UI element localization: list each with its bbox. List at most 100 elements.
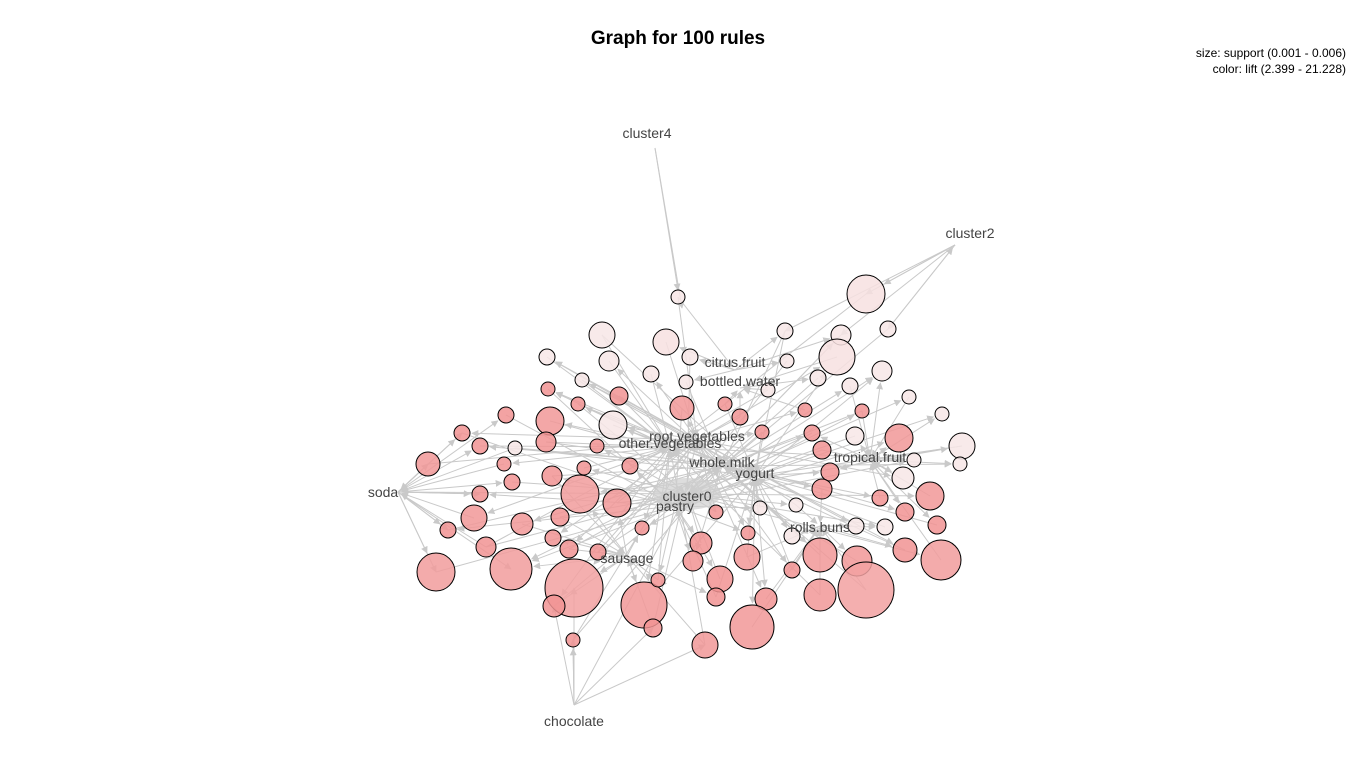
- item-edge: [397, 491, 449, 531]
- rule-edge: [734, 360, 779, 371]
- item-label: citrus.fruit: [705, 354, 766, 370]
- rule-node: [496, 456, 512, 472]
- item-label: yogurt: [736, 465, 775, 481]
- rule-edge: [849, 385, 871, 457]
- rule-node: [934, 406, 950, 422]
- rule-node: [818, 338, 856, 376]
- rule-edge: [583, 446, 667, 469]
- rule-edge: [696, 439, 891, 478]
- item-label: bottled.water: [700, 373, 780, 389]
- graph-title: Graph for 100 rules: [590, 28, 766, 49]
- rule-edge: [650, 373, 671, 444]
- rule-edge: [819, 525, 893, 548]
- rule-node: [550, 507, 570, 527]
- rule-edge: [397, 420, 499, 493]
- rule-edge: [593, 439, 698, 565]
- rule-node: [682, 550, 704, 572]
- rule-node: [510, 512, 534, 536]
- item-edge: [654, 147, 685, 309]
- item-edge: [551, 605, 575, 706]
- rule-node: [650, 572, 666, 588]
- rule-node: [845, 426, 865, 446]
- rule-edge: [819, 523, 876, 531]
- rule-edge: [505, 414, 673, 505]
- rule-edge: [669, 431, 754, 448]
- rule-node: [706, 587, 726, 607]
- rule-edge: [754, 469, 820, 477]
- item-label: soda: [368, 484, 399, 500]
- rule-node: [809, 369, 827, 387]
- rule-node: [634, 520, 650, 536]
- rule-node: [460, 504, 488, 532]
- rule-node: [598, 350, 620, 372]
- rule-node: [841, 377, 859, 395]
- rule-edge: [589, 383, 698, 441]
- rule-node: [776, 322, 794, 340]
- rule-node: [952, 456, 968, 472]
- rule-edge: [696, 439, 787, 563]
- rule-node: [731, 408, 749, 426]
- legend-color: color: lift (2.399 - 21.228): [1212, 62, 1346, 76]
- rule-edge: [734, 336, 778, 371]
- rule-node: [559, 539, 579, 559]
- item-edge: [573, 627, 654, 706]
- rule-node: [729, 604, 775, 650]
- rule-node: [588, 321, 616, 349]
- rule-node: [691, 631, 719, 659]
- rule-node: [415, 451, 441, 477]
- rule-node: [678, 374, 694, 390]
- rule-node: [471, 485, 489, 503]
- rule-node: [489, 547, 533, 591]
- rule-node: [652, 328, 680, 356]
- rule-node: [754, 424, 770, 440]
- rule-edge: [696, 366, 821, 441]
- rule-node: [620, 581, 668, 629]
- rule-node: [803, 424, 821, 442]
- rule-edge: [689, 432, 813, 493]
- graph-legend: size: support (0.001 - 0.006) color: lif…: [1196, 45, 1346, 77]
- item-label: root.vegetables: [649, 428, 745, 444]
- rule-edge: [755, 479, 793, 571]
- item-label: whole.milk: [688, 454, 755, 470]
- rule-edge: [559, 516, 625, 555]
- rule-node: [497, 406, 515, 424]
- rule-edge: [739, 376, 809, 389]
- edge-layer: [397, 147, 963, 706]
- item-label: cluster4: [622, 125, 671, 141]
- rule-edge: [581, 379, 668, 446]
- rule-node: [642, 365, 660, 383]
- rule-node: [541, 465, 563, 487]
- rule-node: [752, 500, 768, 516]
- rule-edge: [669, 446, 896, 511]
- rule-node: [471, 437, 489, 455]
- rule-node: [416, 552, 456, 592]
- item-label: tropical.fruit: [834, 449, 906, 465]
- rule-edge: [512, 446, 671, 466]
- rule-node: [439, 521, 457, 539]
- rule-edge: [545, 441, 667, 451]
- rule-edge: [743, 387, 806, 411]
- rule-edge: [608, 360, 669, 445]
- rule-node: [879, 320, 897, 338]
- rule-node: [846, 274, 886, 314]
- rule-node: [565, 632, 581, 648]
- rule-node: [643, 618, 663, 638]
- rule-edge: [427, 437, 694, 465]
- rule-node: [927, 515, 947, 535]
- rule-edge: [545, 441, 719, 469]
- rule-node: [733, 543, 761, 571]
- rule-edge: [749, 475, 757, 604]
- rule-node: [602, 488, 632, 518]
- rule-edge: [628, 425, 698, 441]
- rule-node: [589, 543, 607, 561]
- legend-size: size: support (0.001 - 0.006): [1195, 46, 1346, 60]
- rule-edge: [694, 369, 736, 382]
- item-label: pastry: [656, 498, 694, 514]
- rule-edge: [724, 403, 755, 473]
- rule-node: [453, 424, 471, 442]
- rule-edge: [657, 450, 673, 581]
- rule-edge: [753, 330, 786, 473]
- rule-node: [915, 481, 945, 511]
- rule-edge: [754, 475, 768, 587]
